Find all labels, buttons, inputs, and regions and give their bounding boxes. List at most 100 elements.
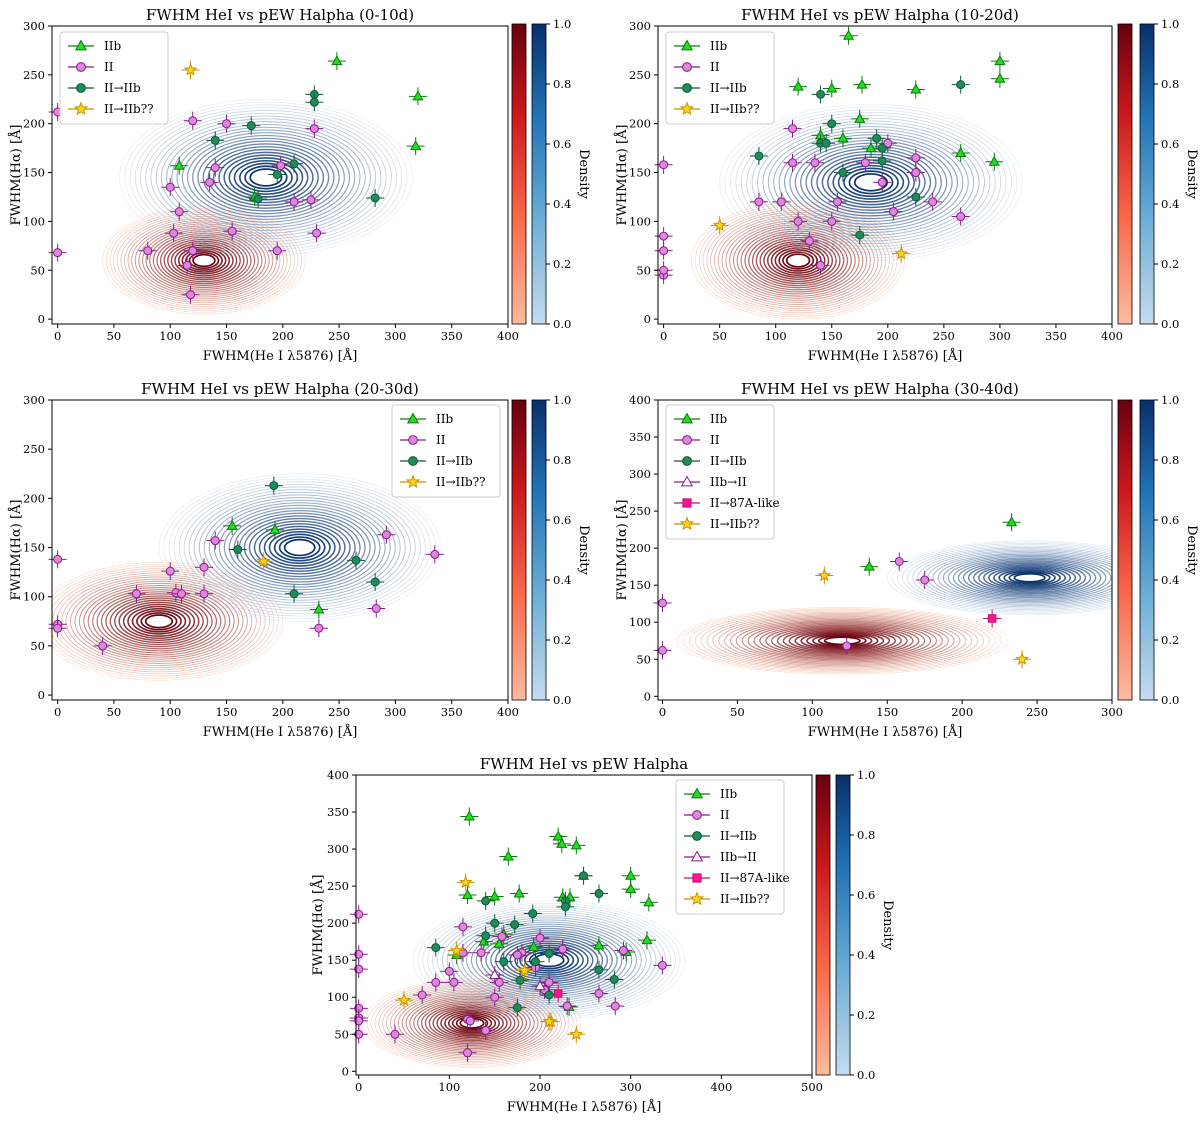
legend: IIb II II→IIb II→IIb??: [59, 31, 169, 125]
data-point: [911, 168, 921, 178]
legend-marker: [408, 456, 418, 466]
density-contour-red: [812, 633, 873, 648]
data-point: [449, 977, 459, 987]
x-ticks: 0 100 200 300 400 500: [355, 1075, 823, 1094]
density-contour-red: [420, 1001, 524, 1045]
colorbar-blue: 0.0 0.2 0.4 0.6 0.8 1.0 Density: [531, 393, 591, 707]
density-contour-blue: [740, 114, 1002, 250]
colorbar-label: Density: [576, 149, 591, 200]
data-point: [210, 536, 220, 546]
density-contour-blue: [244, 165, 288, 190]
density-contour-blue: [181, 132, 351, 223]
density-contour-blue: [140, 110, 392, 245]
data-point: [530, 957, 540, 967]
density-contour-red: [105, 208, 303, 313]
density-contour-red: [181, 248, 227, 273]
density-contour-red: [741, 620, 943, 662]
density-contour-blue: [937, 553, 1112, 603]
density-contour-blue: [751, 120, 991, 245]
x-tick-label: 200: [877, 329, 899, 343]
density-contour-red: [432, 1006, 512, 1040]
colorbar-tick-label: 0.0: [553, 693, 571, 707]
legend-box: [675, 779, 785, 915]
density-contour-blue: [957, 558, 1102, 597]
density-contour-blue: [967, 561, 1092, 595]
data-point: [306, 195, 316, 205]
data-point: [489, 968, 501, 979]
panel-title: FWHM HeI vs pEW Halpha (30-40d): [741, 380, 1019, 398]
legend-label: IIb: [710, 39, 727, 53]
x-axis-label: FWHM(He I λ5876) [Å]: [507, 1099, 662, 1115]
data-point: [444, 966, 454, 976]
density-contour-red: [52, 564, 279, 679]
data-point: [494, 977, 504, 987]
data-point: [928, 197, 938, 207]
y-ticks: 0 50 100 150 200 250 300 350 400: [629, 393, 658, 703]
legend-marker: [406, 412, 420, 424]
panel-title: FWHM HeI vs pEW Halpha (0-10d): [146, 6, 414, 24]
colorbar-tick-label: 1.0: [1161, 17, 1179, 31]
colorbar-blue: 0.0 0.2 0.4 0.6 0.8 1.0 Density: [1139, 393, 1199, 707]
y-ticks: 0 50 100 150 200 250 300: [23, 19, 52, 326]
x-tick-label: 300: [620, 1080, 642, 1094]
x-tick-label: 400: [1101, 329, 1123, 343]
data-point: [53, 248, 63, 258]
x-ticks: 0 50 100 150 200 250 300 350 400: [54, 324, 519, 343]
legend-label: II→IIb??: [710, 102, 760, 116]
legend-label: IIb→II: [710, 475, 747, 489]
density-contour-red: [405, 995, 539, 1051]
colorbar-red: [511, 23, 527, 325]
density-contour-red: [823, 636, 861, 646]
density-contour-red: [159, 236, 249, 285]
colorbar-tick-label: 0.8: [1161, 453, 1179, 467]
colorbar-tick-label: 0.2: [553, 633, 571, 647]
data-point: [821, 138, 831, 148]
panel-20-30d: FWHM HeI vs pEW Halpha (20-30d) 0 50 100 15…: [8, 380, 591, 740]
data-point: [544, 977, 554, 987]
colorbar-tick-label: 0.2: [1161, 633, 1179, 647]
x-ticks: 0 50 100 150 200 250 300: [659, 700, 1123, 719]
legend-marker: [682, 456, 692, 466]
legend-label: II: [710, 60, 720, 74]
legend-marker: [682, 498, 692, 508]
x-tick-label: 100: [159, 329, 181, 343]
legend: IIb II II→IIb IIb→II II→87A-like II→IIb??: [665, 404, 780, 540]
y-axis-label: FWHM(Hα) [Å]: [310, 875, 326, 976]
x-tick-label: 200: [272, 329, 294, 343]
data-point: [463, 810, 475, 821]
density-contour-red: [188, 251, 220, 270]
legend-marker: [679, 101, 695, 116]
density-contour-blue: [168, 478, 431, 617]
density-contour-blue: [441, 913, 657, 1008]
data-point: [618, 946, 628, 956]
density-contour-red: [702, 207, 894, 314]
data-point: [276, 161, 286, 171]
density-contour-red: [120, 215, 288, 306]
y-tick-label: 200: [629, 541, 651, 555]
colorbar-tick-label: 0.0: [857, 1068, 875, 1082]
density-contour-red: [123, 217, 285, 304]
y-tick-label: 100: [23, 590, 45, 604]
density-contour-red: [700, 611, 984, 670]
data-point: [838, 168, 848, 178]
data-point: [499, 957, 509, 967]
density-contour-blue: [155, 118, 377, 237]
data-point: [463, 1048, 473, 1058]
density-contour-blue: [887, 540, 1112, 616]
legend-label: II: [720, 808, 730, 822]
density-contour-red: [65, 576, 253, 667]
data-point: [535, 933, 545, 943]
density-contour-red: [735, 618, 949, 663]
x-tick-label: 150: [876, 705, 898, 719]
legend-label: II: [710, 433, 720, 447]
panel-10-20d: FWHM HeI vs pEW Halpha (10-20d) 0 50 100 15…: [614, 6, 1199, 364]
colorbar-blue-bar: [531, 399, 547, 701]
density-contour-red: [683, 608, 1002, 674]
density-contour-blue: [897, 543, 1112, 613]
density-contour-red: [167, 240, 241, 281]
data-point: [210, 163, 220, 173]
density-contour-red: [69, 578, 248, 664]
y-tick-label: 150: [629, 166, 651, 180]
colorbar-tick-label: 0.6: [857, 888, 875, 902]
density-contour-blue: [762, 126, 980, 239]
